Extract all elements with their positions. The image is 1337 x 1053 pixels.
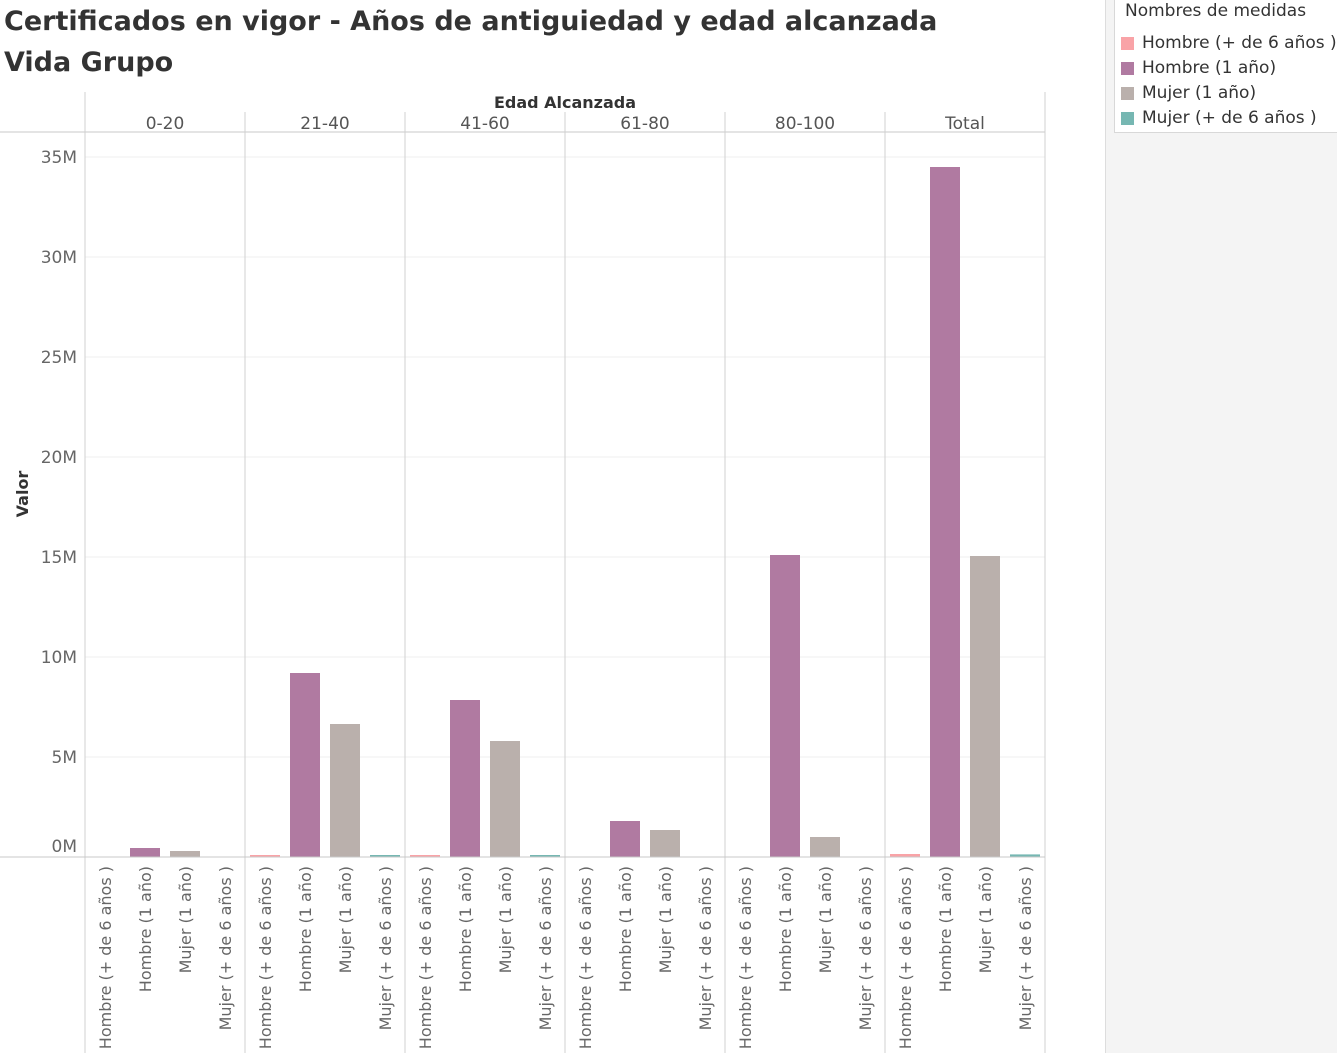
x-tick-label: Mujer (1 año) (176, 866, 195, 973)
bar (650, 830, 680, 857)
x-tick-label: Mujer (+ de 6 años ) (1016, 866, 1035, 1030)
legend: Nombres de medidas Hombre (+ de 6 años )… (1114, 0, 1337, 133)
legend-item-mujer-1-ano[interactable]: Mujer (1 año) (1121, 81, 1335, 105)
y-tick-label: 5M (52, 748, 77, 768)
bar (330, 724, 360, 857)
y-tick-label: 20M (41, 448, 77, 468)
y-axis-title: Valor (13, 471, 32, 518)
bar (370, 855, 400, 857)
x-tick-label: Mujer (+ de 6 años ) (696, 866, 715, 1030)
legend-panel (1105, 0, 1337, 1053)
legend-item-hombre-6-anos[interactable]: Hombre (+ de 6 años ) (1121, 31, 1337, 55)
panel-header: 21-40 (300, 114, 349, 134)
x-tick-label: Hombre (1 año) (936, 866, 955, 992)
y-tick-label: 10M (41, 648, 77, 668)
legend-title: Nombres de medidas (1125, 1, 1307, 21)
legend-label: Hombre (+ de 6 años ) (1142, 33, 1337, 53)
legend-swatch (1121, 36, 1134, 50)
panel-header: Total (944, 114, 985, 134)
x-tick-label: Mujer (1 año) (496, 866, 515, 973)
x-tick-label: Hombre (+ de 6 años ) (896, 866, 915, 1049)
bar (970, 556, 1000, 857)
legend-label: Mujer (+ de 6 años ) (1142, 108, 1317, 128)
x-tick-label: Mujer (+ de 6 años ) (216, 866, 235, 1030)
legend-swatch (1121, 86, 1134, 100)
legend-label: Mujer (1 año) (1142, 83, 1257, 103)
x-tick-label: Hombre (+ de 6 años ) (256, 866, 275, 1049)
bar (450, 700, 480, 857)
chart-subtitle: Vida Grupo (4, 47, 174, 78)
legend-swatch (1121, 61, 1134, 75)
bar (770, 555, 800, 857)
x-tick-label: Mujer (1 año) (336, 866, 355, 973)
bar (1010, 854, 1040, 857)
x-tick-label: Hombre (1 año) (136, 866, 155, 992)
x-tick-label: Mujer (+ de 6 años ) (856, 866, 875, 1030)
x-tick-label: Hombre (+ de 6 años ) (736, 866, 755, 1049)
x-tick-label: Hombre (1 año) (776, 866, 795, 992)
x-tick-label: Mujer (1 año) (816, 866, 835, 973)
x-tick-label: Mujer (+ de 6 años ) (376, 866, 395, 1030)
panel-header: 0-20 (146, 114, 185, 134)
panel-header: 41-60 (460, 114, 509, 134)
x-tick-label: Hombre (1 año) (616, 866, 635, 992)
legend-item-mujer-6-anos[interactable]: Mujer (+ de 6 años ) (1121, 106, 1335, 130)
x-tick-label: Mujer (1 año) (656, 866, 675, 973)
x-tick-label: Hombre (+ de 6 años ) (576, 866, 595, 1049)
bar (490, 741, 520, 857)
legend-label: Hombre (1 año) (1142, 58, 1277, 78)
panel-header: 80-100 (775, 114, 835, 134)
bar (530, 855, 560, 857)
x-tick-label: Mujer (+ de 6 años ) (536, 866, 555, 1030)
y-tick-label: 35M (41, 148, 77, 168)
bar (170, 851, 200, 857)
legend-swatch (1121, 111, 1134, 125)
bar (930, 167, 960, 857)
x-tick-label: Hombre (+ de 6 años ) (96, 866, 115, 1049)
x-tick-label: Hombre (1 año) (456, 866, 475, 992)
bar (610, 821, 640, 857)
x-tick-label: Mujer (1 año) (976, 866, 995, 973)
bar (410, 855, 440, 857)
y-tick-label: 25M (41, 348, 77, 368)
x-tick-label: Hombre (1 año) (296, 866, 315, 992)
chart-canvas: Edad Alcanzada 0-20 21-40 41-60 61-80 80-100 T… (0, 92, 1046, 1053)
bar (130, 848, 160, 857)
bar (290, 673, 320, 857)
chart-title: Certificados en vigor - Años de antiguie… (4, 6, 938, 37)
bar (890, 854, 920, 857)
y-tick-label: 15M (41, 548, 77, 568)
y-tick-label: 0M (52, 837, 77, 857)
bar (810, 837, 840, 857)
column-header-label: Edad Alcanzada (494, 93, 636, 112)
bar (250, 855, 280, 857)
y-tick-label: 30M (41, 248, 77, 268)
legend-item-hombre-1-ano[interactable]: Hombre (1 año) (1121, 56, 1335, 80)
x-tick-label: Hombre (+ de 6 años ) (416, 866, 435, 1049)
panel-header: 61-80 (620, 114, 669, 134)
